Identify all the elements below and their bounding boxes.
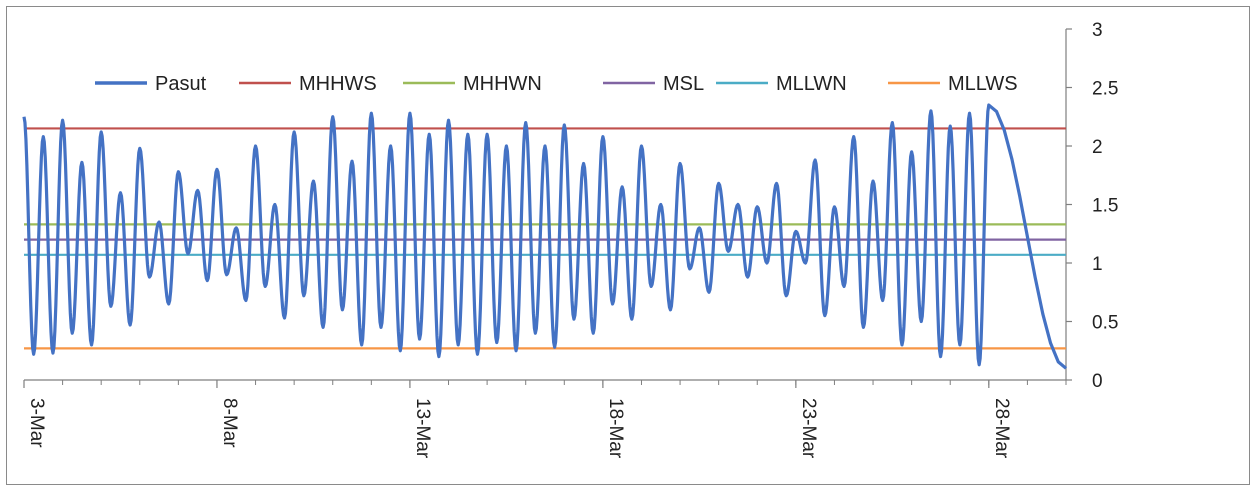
y-tick-label: 3: [1092, 20, 1103, 41]
legend-label: Pasut: [155, 73, 207, 95]
y-tick-label: 0.5: [1092, 313, 1118, 334]
x-tick-label: 28-Mar: [991, 398, 1012, 459]
x-tick-label: 8-Mar: [219, 398, 240, 448]
legend-item-mhhws: MHHWS: [237, 70, 387, 96]
legend-item-mllwn: MLLWN: [714, 70, 864, 96]
legend-label: MLLWN: [776, 73, 847, 95]
y-tick-label: 2.5: [1092, 79, 1118, 100]
x-axis: 3-Mar 8-Mar 13-Mar 18-Mar 23-Mar 28-Mar: [23, 379, 1067, 459]
legend-label: MLLWS: [948, 73, 1018, 95]
legend-label: MSL: [663, 73, 704, 95]
series-line-pasut: [22, 103, 1068, 370]
y-axis: 0 0.5 1 1.5 2 2.5 3: [1065, 20, 1118, 392]
x-tick-label: 18-Mar: [605, 398, 626, 459]
x-tick-label: 3-Mar: [26, 398, 47, 448]
y-tick-label: 2: [1092, 137, 1103, 158]
y-tick-label: 1.5: [1092, 196, 1118, 217]
x-tick-label: 13-Mar: [412, 398, 433, 459]
y-tick-label: 1: [1092, 254, 1103, 275]
legend-label: MHHWS: [299, 73, 377, 95]
tide-series: [22, 103, 1068, 370]
legend-item-mllws: MLLWS: [886, 70, 1036, 96]
legend-item-mhhwn: MHHWN: [401, 70, 551, 96]
x-tick-label: 23-Mar: [798, 398, 819, 459]
y-tick-label: 0: [1092, 371, 1103, 392]
legend-item-pasut: Pasut: [93, 70, 217, 96]
legend-label: MHHWN: [463, 73, 542, 95]
legend: Pasut MHHWS MHHWN MSL MLLWN MLLWS: [93, 70, 1036, 96]
